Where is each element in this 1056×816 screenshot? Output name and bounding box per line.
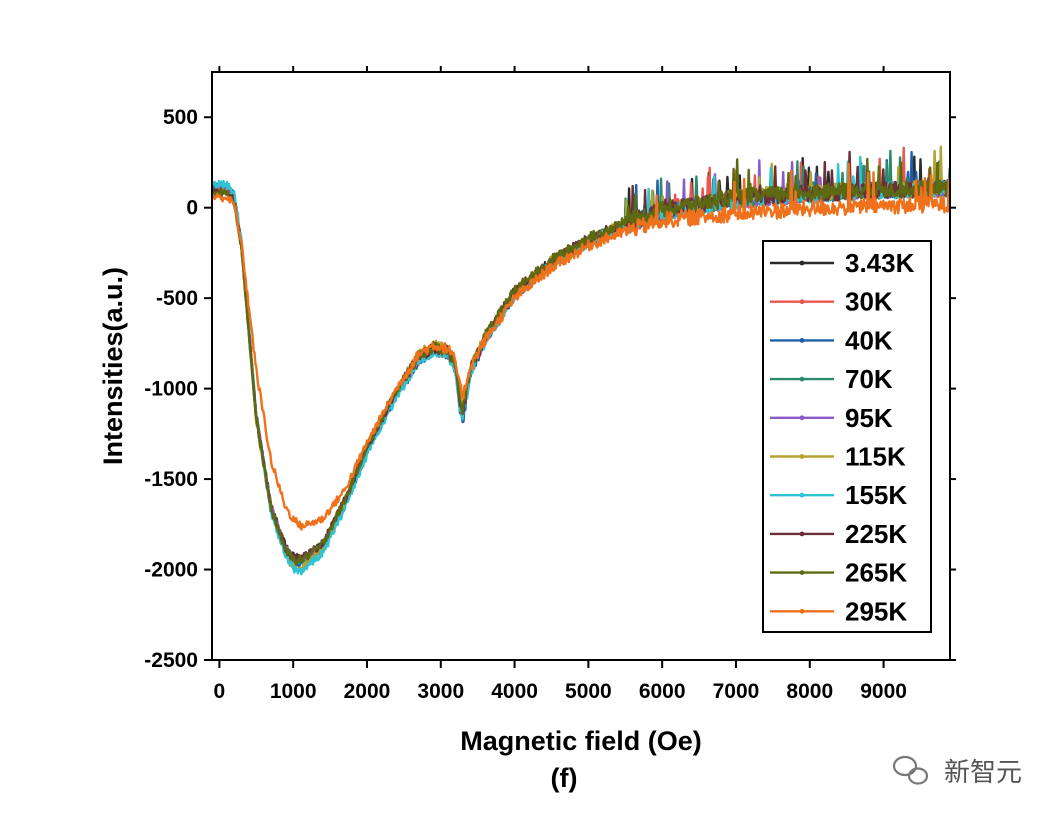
- watermark-text: 新智元: [944, 758, 1022, 788]
- x-axis-title: Magnetic field (Oe): [460, 726, 702, 756]
- x-tick-label: 7000: [713, 680, 760, 703]
- x-tick-label: 5000: [565, 680, 612, 703]
- plot-frame: [211, 71, 951, 661]
- legend-label: 265K: [845, 558, 907, 588]
- legend: 3.43K 30K 40K 70K 95K 115K 155K 225K 265K 295K: [762, 240, 932, 633]
- series-layer: [212, 145, 950, 576]
- series-line-295k: [212, 162, 950, 531]
- legend-label: 30K: [845, 287, 893, 317]
- figure-caption: (f): [551, 763, 578, 793]
- legend-label: 40K: [845, 325, 893, 355]
- legend-marker: [799, 492, 805, 498]
- y-axis: 500 0 -500 -1000 -1500 -2000 -2500: [144, 106, 956, 672]
- legend-label: 155K: [845, 480, 907, 510]
- x-tick-label: 6000: [639, 680, 686, 703]
- x-tick-label: 2000: [344, 680, 391, 703]
- x-axis: 0 1000 2000 3000 4000 5000 6000 7000 8000 9000: [214, 66, 907, 703]
- y-tick-label: -2500: [144, 649, 198, 672]
- legend-marker: [799, 531, 805, 537]
- legend-marker: [799, 299, 805, 305]
- y-tick-label: -1000: [144, 378, 198, 401]
- wechat-icon: [892, 755, 929, 785]
- legend-label: 95K: [845, 403, 893, 433]
- series-line-265k: [212, 157, 950, 564]
- legend-label: 70K: [845, 364, 893, 394]
- legend-marker: [799, 570, 805, 575]
- x-tick-label: 8000: [786, 680, 833, 703]
- legend-box: [762, 240, 932, 633]
- y-tick-label: -500: [156, 287, 198, 310]
- legend-marker: [799, 338, 805, 343]
- watermark: 新智元: [892, 755, 1022, 788]
- y-axis-title: Intensities(a.u.): [98, 267, 128, 465]
- legend-label: 225K: [845, 519, 907, 549]
- legend-label: 115K: [845, 442, 906, 472]
- x-tick-label: 0: [214, 680, 226, 703]
- y-tick-label: -1500: [144, 468, 198, 491]
- x-tick-label: 4000: [491, 680, 538, 703]
- legend-marker: [799, 608, 805, 614]
- x-tick-label: 1000: [270, 680, 317, 703]
- legend-marker: [799, 454, 805, 459]
- x-tick-label: 3000: [417, 680, 464, 703]
- legend-label: 3.43K: [845, 248, 915, 278]
- legend-label: 295K: [845, 596, 907, 626]
- legend-marker: [799, 260, 805, 266]
- y-tick-label: -2000: [144, 559, 198, 582]
- x-tick-label: 9000: [860, 680, 907, 703]
- y-tick-label: 0: [186, 197, 198, 220]
- legend-marker: [799, 376, 805, 382]
- legend-marker: [799, 415, 805, 421]
- y-tick-label: 500: [163, 106, 198, 129]
